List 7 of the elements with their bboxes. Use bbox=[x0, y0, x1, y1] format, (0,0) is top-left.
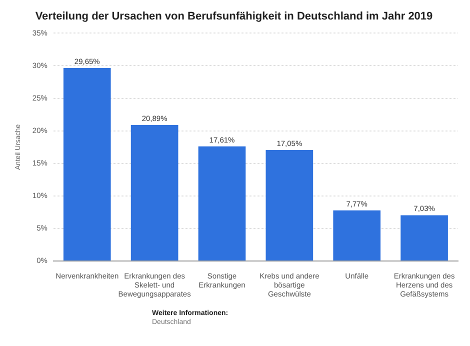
bar bbox=[400, 215, 448, 260]
bar bbox=[130, 125, 178, 260]
bar bbox=[63, 68, 111, 260]
bar bbox=[333, 210, 381, 260]
chart-title: Verteilung der Ursachen von Berufsunfähigkeit in Deutschland im Jahr 2019 bbox=[35, 10, 433, 23]
bar bbox=[266, 150, 314, 260]
bar bbox=[198, 146, 246, 260]
